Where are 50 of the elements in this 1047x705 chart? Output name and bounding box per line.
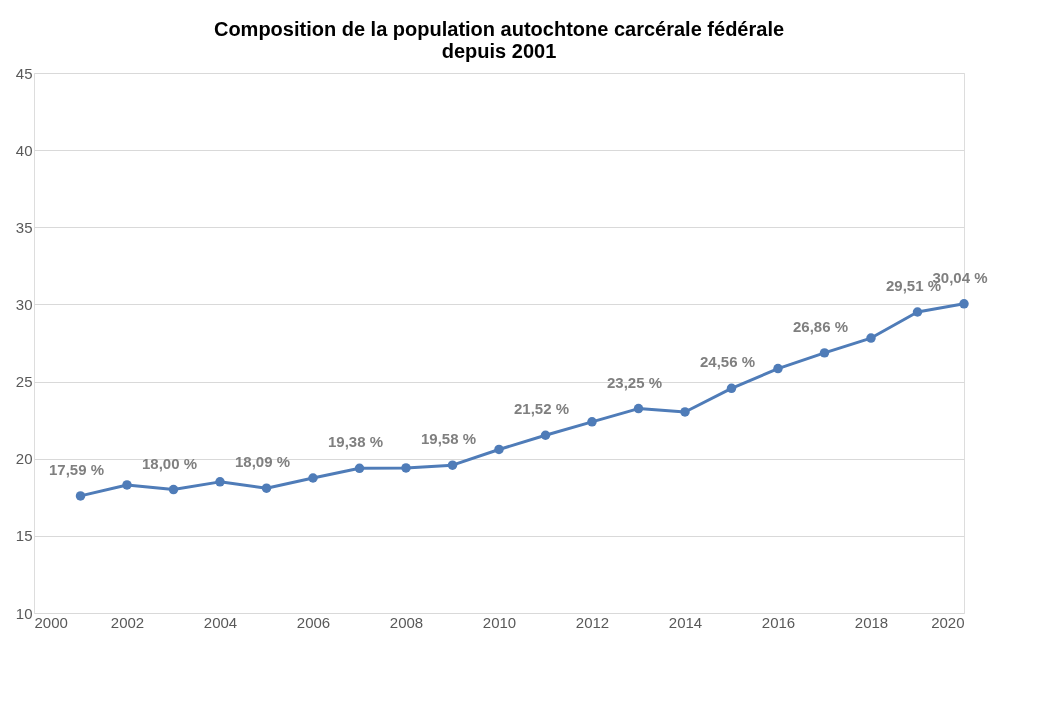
x-tick-label: 2000	[34, 613, 68, 631]
data-label: 19,58 %	[420, 430, 477, 448]
point	[633, 403, 644, 414]
x-tick-label: 2014	[668, 613, 703, 631]
data-label: 21,52 %	[513, 400, 570, 418]
point	[261, 483, 272, 493]
data-label: 24,56 %	[699, 353, 756, 371]
text: depuis 2001	[441, 40, 557, 62]
y-tick-label: 30	[15, 295, 33, 313]
point	[168, 484, 179, 495]
point	[447, 460, 458, 470]
point	[494, 444, 504, 455]
point	[215, 477, 225, 487]
point	[866, 333, 876, 343]
x-tick-label: 2008	[389, 613, 424, 631]
x-tick-label: 2018	[854, 613, 889, 631]
y-tick-label: 15	[15, 527, 33, 545]
y-tick-label: 35	[15, 218, 33, 236]
point	[773, 363, 783, 374]
point	[726, 383, 737, 394]
data-label: 18,09 %	[234, 453, 291, 471]
point	[354, 463, 365, 474]
x-tick-label: 2010	[482, 613, 517, 631]
point	[75, 491, 86, 501]
x-tick-label: 2002	[110, 613, 145, 631]
y-tick-label: 40	[15, 141, 33, 159]
x-tick-label: 2006	[296, 613, 331, 631]
x-tick-label: 2016	[761, 613, 796, 631]
x-tick-label: 2020	[931, 613, 965, 631]
data-label: 19,38 %	[327, 433, 384, 451]
point	[308, 473, 318, 483]
data-label: 26,86 %	[792, 317, 849, 335]
y-tick-label: 25	[15, 373, 33, 391]
point	[819, 348, 830, 358]
point	[540, 430, 551, 440]
y-tick-label: 45	[15, 64, 33, 82]
data-label: 23,25 %	[606, 373, 663, 391]
x-tick-label: 2004	[203, 613, 238, 631]
point	[912, 307, 923, 317]
point	[959, 299, 969, 309]
text: Composition de la population autochtone carcérale fédérale	[213, 18, 785, 40]
y-tick-label: 10	[15, 604, 33, 622]
point	[401, 463, 411, 473]
data-label: 17,59 %	[48, 460, 105, 478]
point	[680, 407, 690, 417]
data-label: 18,00 %	[141, 454, 198, 472]
x-tick-label: 2012	[575, 613, 610, 631]
point	[122, 480, 132, 490]
point	[587, 417, 597, 427]
y-tick-label: 20	[15, 450, 33, 468]
